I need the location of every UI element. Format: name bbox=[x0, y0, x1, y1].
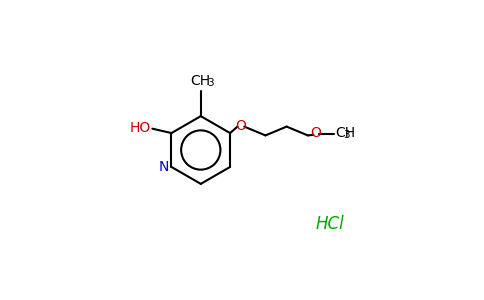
Text: CH: CH bbox=[335, 126, 355, 140]
Text: N: N bbox=[159, 160, 169, 174]
Text: CH: CH bbox=[190, 74, 210, 88]
Text: O: O bbox=[310, 126, 321, 140]
Text: HCl: HCl bbox=[316, 214, 345, 232]
Text: 3: 3 bbox=[208, 79, 214, 88]
Text: 3: 3 bbox=[343, 130, 349, 140]
Text: HO: HO bbox=[130, 121, 151, 135]
Text: O: O bbox=[235, 119, 246, 133]
